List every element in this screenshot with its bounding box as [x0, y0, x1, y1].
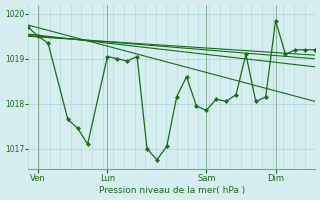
X-axis label: Pression niveau de la mer( hPa ): Pression niveau de la mer( hPa ) — [99, 186, 245, 195]
